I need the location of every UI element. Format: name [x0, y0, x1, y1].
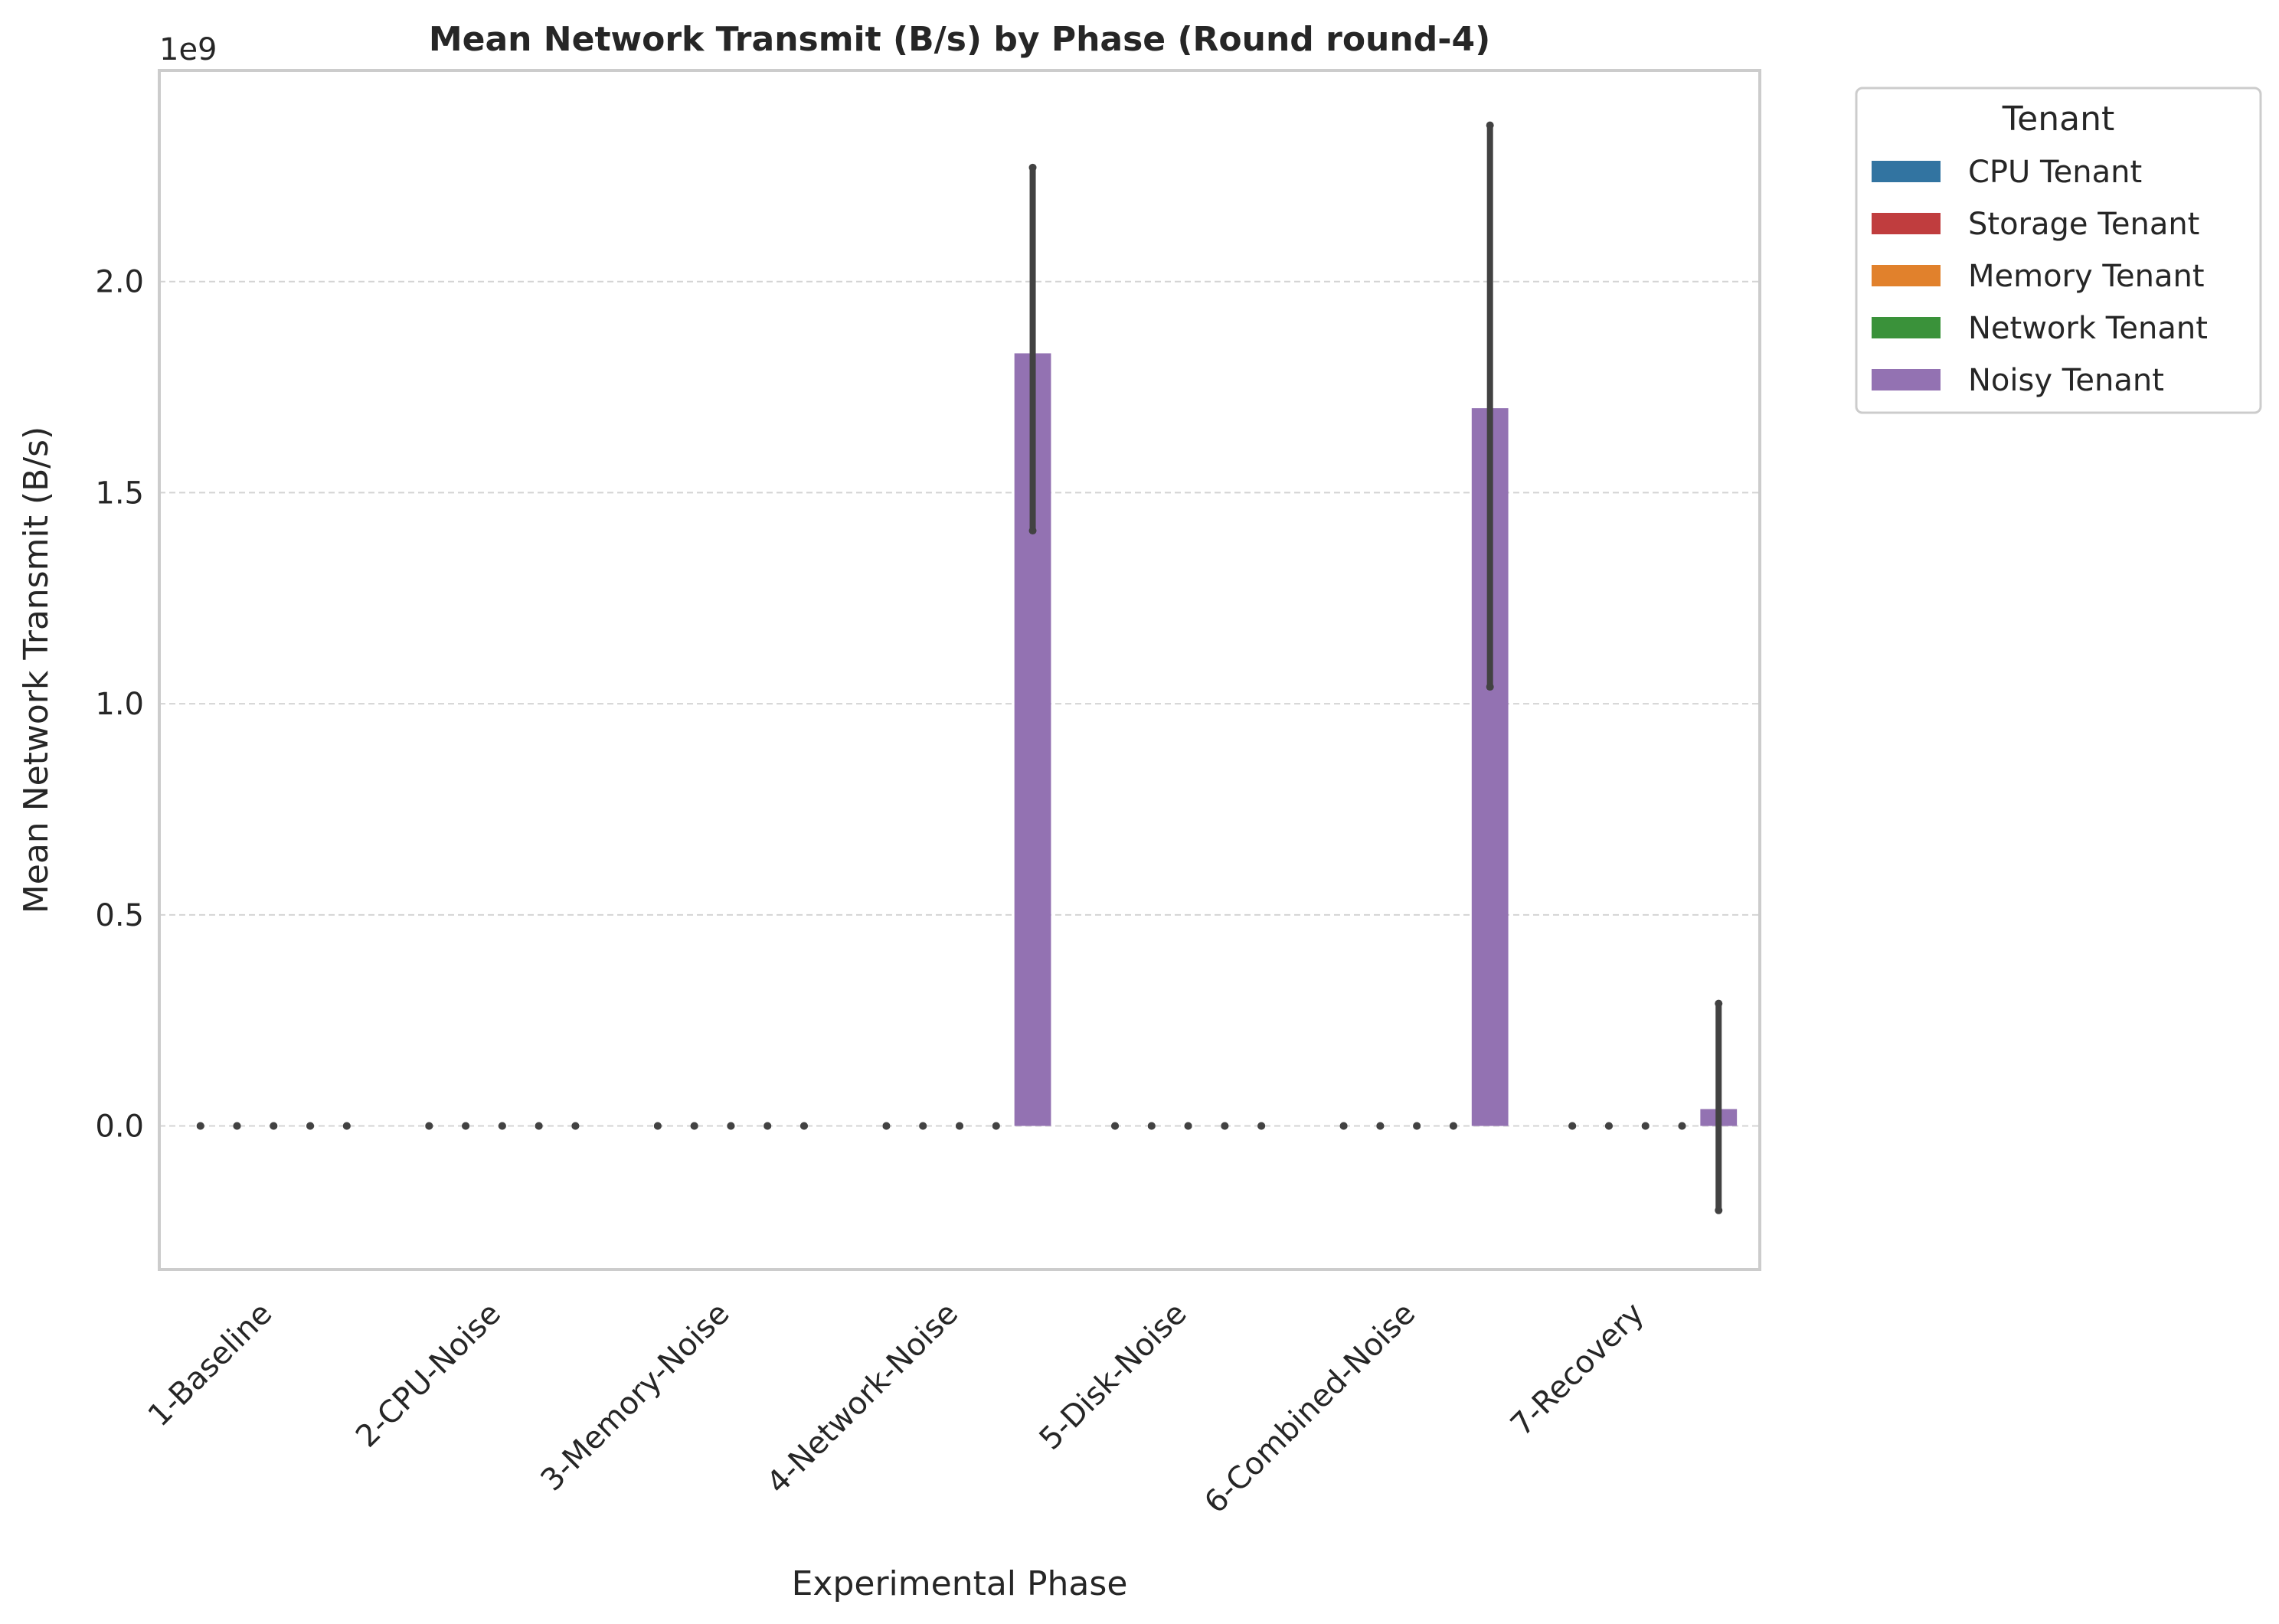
error-bar-cap — [653, 1122, 662, 1130]
y-axis-label: Mean Network Transmit (B/s) — [17, 426, 56, 913]
legend-items: CPU Tenant Storage Tenant Memory Tenant Net… — [1872, 155, 2208, 398]
legend: Tenant CPU Tenant Storage Tenant Memory Te… — [1855, 87, 2262, 414]
error-bar-cap — [1641, 1122, 1650, 1130]
x-tick-label: 5-Disk-Noise — [1032, 1296, 1193, 1457]
legend-swatch — [1872, 161, 1941, 182]
bars-layer — [1014, 353, 1738, 1126]
x-tick-label: 6-Combined-Noise — [1198, 1296, 1422, 1521]
error-bar-cap — [919, 1122, 927, 1130]
error-bar-cap — [1221, 1122, 1229, 1130]
y-tick-label: 0.0 — [95, 1109, 144, 1145]
error-bar-cap — [196, 1122, 204, 1130]
error-bar-cap — [1486, 683, 1494, 691]
error-bar-cap — [1678, 1122, 1686, 1130]
error-bar-cap — [1715, 999, 1723, 1008]
error-bar-cap — [1184, 1122, 1192, 1130]
error-bar-cap — [1449, 1122, 1457, 1130]
error-bar-cap — [1028, 527, 1037, 535]
legend-entry: Noisy Tenant — [1968, 363, 2164, 398]
plot-frame — [158, 69, 1761, 1271]
error-bar-cap — [425, 1122, 433, 1130]
error-bar-cap — [1376, 1122, 1385, 1130]
legend-swatch — [1872, 369, 1941, 390]
error-bar-cap — [992, 1122, 1000, 1130]
y-tick-label: 1.5 — [95, 475, 144, 511]
error-bar-cap — [1604, 1122, 1613, 1130]
error-bar-cap — [763, 1122, 772, 1130]
error-bar-cap — [1111, 1122, 1120, 1130]
legend-swatch — [1872, 213, 1941, 234]
x-tick-label: 1-Baseline — [142, 1296, 280, 1434]
x-axis-label: Experimental Phase — [792, 1564, 1128, 1603]
error-bar-cap — [498, 1122, 506, 1130]
legend-entry: Storage Tenant — [1968, 207, 2199, 242]
y-tick-label: 0.5 — [95, 898, 144, 933]
error-bar-cap — [1339, 1122, 1348, 1130]
y-tick-label: 2.0 — [95, 265, 144, 300]
error-bar-cap — [727, 1122, 735, 1130]
error-bar-cap — [571, 1122, 580, 1130]
chart-title: Mean Network Transmit (B/s) by Phase (Ro… — [429, 20, 1490, 59]
y-tick-label: 1.0 — [95, 687, 144, 722]
error-bar-cap — [1486, 121, 1494, 129]
legend-entry: Memory Tenant — [1968, 259, 2205, 294]
legend-entry: CPU Tenant — [1968, 155, 2142, 190]
y-tick-labels: 0.0 0.5 1.0 1.5 2.0 — [95, 265, 144, 1145]
grid-layer — [159, 280, 1760, 1127]
error-bar-cap — [306, 1122, 315, 1130]
error-bar-cap — [1568, 1122, 1577, 1130]
error-bar-cap — [690, 1122, 698, 1130]
error-bar-cap — [1147, 1122, 1156, 1130]
legend-swatch — [1872, 265, 1941, 286]
error-bar-cap — [233, 1122, 241, 1130]
error-bar-cap — [462, 1122, 470, 1130]
error-bar-cap — [270, 1122, 278, 1130]
x-tick-labels: 1-Baseline 2-CPU-Noise 3-Memory-Noise 4-Net… — [142, 1296, 1651, 1521]
error-bar-cap — [535, 1122, 543, 1130]
x-tick-label: 2-CPU-Noise — [349, 1296, 508, 1455]
error-bar-cap — [1028, 163, 1037, 172]
error-bar-cap — [1715, 1206, 1723, 1214]
x-tick-label: 4-Network-Noise — [760, 1296, 965, 1501]
error-bar-cap — [1413, 1122, 1421, 1130]
errorbars-layer — [196, 121, 1723, 1214]
legend-swatch — [1872, 317, 1941, 338]
legend-title: Tenant — [2002, 100, 2114, 139]
y-offset-label: 1e9 — [159, 32, 217, 67]
error-bar-cap — [956, 1122, 963, 1130]
legend-frame — [1855, 87, 2262, 414]
error-bar-cap — [342, 1122, 351, 1130]
x-tick-label: 3-Memory-Noise — [535, 1296, 737, 1498]
x-tick-label: 7-Recovery — [1504, 1296, 1651, 1443]
error-bar-cap — [882, 1122, 891, 1130]
legend-entry: Network Tenant — [1968, 311, 2208, 346]
error-bar-cap — [799, 1122, 808, 1130]
error-bar-cap — [1257, 1122, 1266, 1130]
